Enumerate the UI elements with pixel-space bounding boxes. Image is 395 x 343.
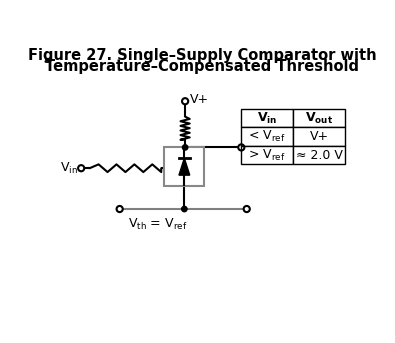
Text: ≈ 2.0 V: ≈ 2.0 V bbox=[295, 149, 342, 162]
Bar bbox=[241, 146, 293, 164]
Bar bbox=[164, 147, 204, 186]
Text: V$_{\mathregular{in}}$: V$_{\mathregular{in}}$ bbox=[60, 161, 78, 176]
Polygon shape bbox=[179, 158, 190, 175]
Text: V+: V+ bbox=[190, 93, 209, 106]
Text: V$_{\mathregular{out}}$: V$_{\mathregular{out}}$ bbox=[248, 140, 273, 155]
Text: < V$_{\mathregular{ref}}$: < V$_{\mathregular{ref}}$ bbox=[248, 129, 286, 144]
Text: V$_{\mathregular{th}}$ = V$_{\mathregular{ref}}$: V$_{\mathregular{th}}$ = V$_{\mathregula… bbox=[128, 217, 188, 232]
Text: > V$_{\mathregular{ref}}$: > V$_{\mathregular{ref}}$ bbox=[248, 147, 286, 163]
Text: $\mathbf{V}_{\mathbf{out}}$: $\mathbf{V}_{\mathbf{out}}$ bbox=[305, 110, 333, 126]
Bar bbox=[293, 127, 345, 146]
Bar bbox=[293, 146, 345, 164]
Text: Temperature–Compensated Threshold: Temperature–Compensated Threshold bbox=[45, 59, 359, 74]
Circle shape bbox=[182, 145, 188, 150]
Text: Figure 27. Single–Supply Comparator with: Figure 27. Single–Supply Comparator with bbox=[28, 48, 376, 63]
Bar bbox=[241, 127, 293, 146]
Bar bbox=[241, 109, 293, 127]
Text: $\mathbf{V}_{\mathbf{in}}$: $\mathbf{V}_{\mathbf{in}}$ bbox=[256, 110, 277, 126]
Bar bbox=[293, 109, 345, 127]
Text: V+: V+ bbox=[310, 130, 329, 143]
Circle shape bbox=[182, 206, 187, 212]
